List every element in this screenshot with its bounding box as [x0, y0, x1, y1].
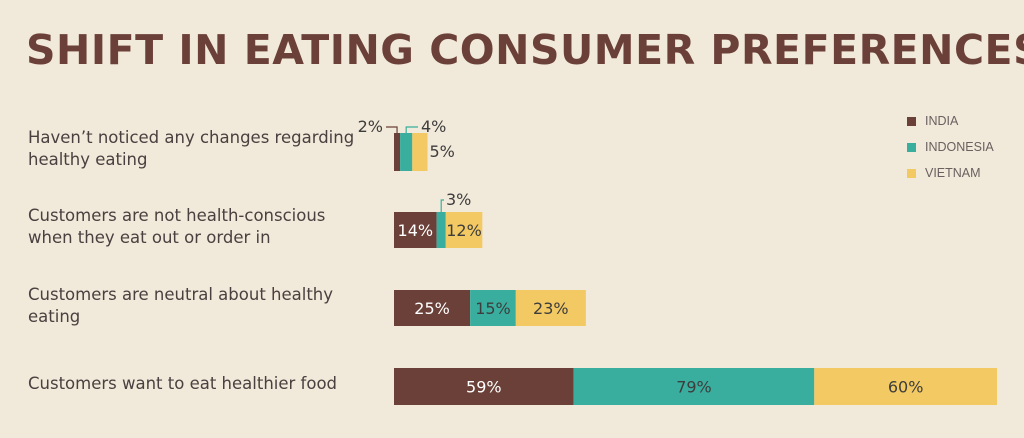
bar-vietnam-row-4	[814, 368, 997, 405]
legend-label-vietnam: VIETNAM	[925, 166, 981, 180]
data-label-vietnam-row-2: 12%	[446, 221, 482, 240]
legend-label-india: INDIA	[925, 114, 959, 128]
bar-india-row-1	[394, 133, 401, 171]
legend-swatch-indonesia	[907, 142, 916, 152]
leader-line-india-row-1	[386, 126, 398, 133]
data-label-india-row-3: 25%	[414, 299, 450, 318]
bar-india-row-2	[394, 212, 437, 248]
bar-vietnam-row-3	[515, 290, 586, 326]
legend-label-indonesia: INDONESIA	[925, 140, 994, 154]
data-label-indonesia-row-1: 4%	[421, 117, 446, 136]
bar-indonesia-row-4	[573, 368, 815, 405]
bar-indonesia-row-3	[470, 290, 516, 326]
data-label-indonesia-row-3: 15%	[475, 299, 511, 318]
data-label-india-row-4: 59%	[466, 378, 502, 397]
legend: INDIA INDONESIA VIETNAM	[907, 108, 994, 186]
data-label-vietnam-row-1: 5%	[430, 142, 455, 161]
bar-vietnam-row-2	[445, 212, 483, 248]
legend-item-india: INDIA	[907, 108, 994, 134]
bar-india-row-3	[394, 290, 471, 326]
data-label-vietnam-row-4: 60%	[888, 378, 924, 397]
category-label: Customers are not health-conscious when …	[28, 206, 326, 247]
data-label-vietnam-row-3: 23%	[533, 299, 569, 318]
data-label-indonesia-row-2: 3%	[446, 190, 471, 209]
category-label: Haven’t noticed any changes regarding he…	[28, 128, 355, 169]
category-label: Customers want to eat healthier food	[28, 374, 338, 393]
category-label: Customers are neutral about healthy eati…	[28, 285, 334, 326]
data-label-india-row-1: 2%	[358, 117, 383, 136]
data-label-indonesia-row-4: 79%	[676, 378, 712, 397]
data-label-india-row-2: 14%	[398, 221, 434, 240]
legend-swatch-india	[907, 116, 916, 126]
legend-item-indonesia: INDONESIA	[907, 134, 994, 160]
bar-indonesia-row-2	[436, 212, 446, 248]
leader-line-indonesia-row-1	[405, 126, 418, 133]
legend-swatch-vietnam	[907, 168, 916, 178]
legend-item-vietnam: VIETNAM	[907, 160, 994, 186]
bar-vietnam-row-1	[412, 133, 428, 171]
chart-title: SHIFT IN EATING CONSUMER PREFERENCES	[26, 26, 1024, 74]
leader-line-indonesia-row-2	[440, 199, 444, 212]
bar-india-row-4	[394, 368, 574, 405]
bar-indonesia-row-1	[400, 133, 413, 171]
